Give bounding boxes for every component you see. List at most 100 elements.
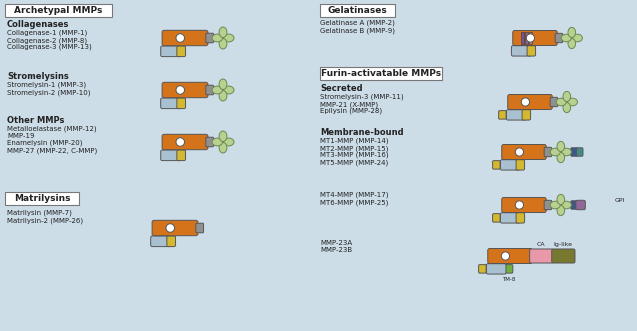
- Text: TM-8: TM-8: [502, 277, 515, 282]
- Circle shape: [515, 148, 524, 156]
- Ellipse shape: [561, 201, 571, 209]
- Circle shape: [501, 252, 510, 260]
- FancyBboxPatch shape: [502, 144, 547, 160]
- FancyBboxPatch shape: [501, 160, 520, 170]
- Ellipse shape: [212, 138, 222, 146]
- Ellipse shape: [557, 153, 564, 163]
- Ellipse shape: [219, 38, 227, 49]
- Text: Other MMPs: Other MMPs: [7, 116, 64, 125]
- Ellipse shape: [550, 201, 561, 209]
- FancyBboxPatch shape: [499, 111, 506, 119]
- Bar: [5, 192, 79, 205]
- Bar: [521, 32, 524, 43]
- FancyBboxPatch shape: [478, 265, 486, 273]
- Ellipse shape: [568, 98, 577, 106]
- FancyBboxPatch shape: [576, 148, 583, 156]
- Ellipse shape: [224, 34, 234, 42]
- FancyBboxPatch shape: [492, 213, 500, 222]
- Text: Stromelysins: Stromelysins: [7, 72, 69, 81]
- Ellipse shape: [219, 143, 227, 153]
- FancyBboxPatch shape: [527, 46, 536, 56]
- FancyBboxPatch shape: [555, 33, 562, 43]
- Text: MT2-MMP (MMP-15): MT2-MMP (MMP-15): [320, 145, 389, 152]
- Text: Collagenase-2 (MMP-8): Collagenase-2 (MMP-8): [7, 37, 87, 43]
- Ellipse shape: [561, 148, 571, 156]
- FancyBboxPatch shape: [576, 200, 585, 210]
- Text: Ig-like: Ig-like: [554, 243, 573, 248]
- FancyBboxPatch shape: [167, 236, 176, 247]
- FancyBboxPatch shape: [196, 223, 204, 233]
- FancyBboxPatch shape: [516, 213, 525, 223]
- Text: Metalloelastase (MMP-12): Metalloelastase (MMP-12): [7, 126, 97, 132]
- Text: Matrilysin-2 (MMP-26): Matrilysin-2 (MMP-26): [7, 217, 83, 223]
- Text: Furin-activatable MMPs: Furin-activatable MMPs: [321, 69, 441, 78]
- Text: MT6-MMP (MMP-25): MT6-MMP (MMP-25): [320, 199, 389, 206]
- Ellipse shape: [561, 34, 571, 42]
- Text: Archetypal MMPs: Archetypal MMPs: [14, 6, 103, 15]
- Ellipse shape: [557, 194, 564, 205]
- Circle shape: [521, 98, 529, 106]
- Text: Collagenase-1 (MMP-1): Collagenase-1 (MMP-1): [7, 30, 87, 36]
- Text: Matrilysins: Matrilysins: [14, 194, 70, 203]
- FancyBboxPatch shape: [571, 201, 577, 209]
- FancyBboxPatch shape: [162, 82, 208, 98]
- Ellipse shape: [550, 148, 561, 156]
- Text: CA: CA: [537, 243, 546, 248]
- Ellipse shape: [556, 98, 566, 106]
- Text: Stromelysin-1 (MMP-3): Stromelysin-1 (MMP-3): [7, 82, 86, 88]
- Circle shape: [515, 201, 524, 209]
- Text: MT5-MMP (MMP-24): MT5-MMP (MMP-24): [320, 159, 388, 166]
- Bar: [529, 32, 533, 43]
- Bar: [320, 4, 395, 17]
- Text: Collagenases: Collagenases: [7, 20, 69, 29]
- FancyBboxPatch shape: [488, 249, 533, 263]
- Ellipse shape: [219, 131, 227, 141]
- Ellipse shape: [224, 86, 234, 94]
- Text: Membrane-bound: Membrane-bound: [320, 128, 404, 137]
- Text: MMP-23B: MMP-23B: [320, 247, 352, 253]
- FancyBboxPatch shape: [544, 147, 552, 157]
- FancyBboxPatch shape: [513, 30, 557, 46]
- FancyBboxPatch shape: [161, 150, 181, 161]
- FancyBboxPatch shape: [522, 110, 531, 120]
- Bar: [5, 4, 112, 17]
- Circle shape: [176, 34, 185, 42]
- FancyBboxPatch shape: [177, 98, 185, 109]
- FancyBboxPatch shape: [544, 200, 552, 210]
- Text: MMP-21 (X-MMP): MMP-21 (X-MMP): [320, 101, 378, 108]
- Ellipse shape: [572, 34, 582, 42]
- Text: MMP-23A: MMP-23A: [320, 240, 352, 246]
- Text: Secreted: Secreted: [320, 84, 362, 93]
- FancyBboxPatch shape: [161, 46, 181, 57]
- Text: MMP-19: MMP-19: [7, 133, 34, 139]
- Text: MT4-MMP (MMP-17): MT4-MMP (MMP-17): [320, 192, 389, 199]
- Ellipse shape: [568, 27, 576, 37]
- Text: Gelatinase A (MMP-2): Gelatinase A (MMP-2): [320, 20, 395, 26]
- FancyBboxPatch shape: [487, 264, 506, 274]
- Bar: [526, 32, 528, 43]
- Ellipse shape: [219, 27, 227, 37]
- Text: Stromelysin-2 (MMP-10): Stromelysin-2 (MMP-10): [7, 89, 90, 96]
- Text: Collagenase-3 (MMP-13): Collagenase-3 (MMP-13): [7, 44, 92, 51]
- FancyBboxPatch shape: [529, 249, 553, 263]
- FancyBboxPatch shape: [506, 110, 526, 120]
- Ellipse shape: [212, 34, 222, 42]
- FancyBboxPatch shape: [508, 94, 552, 110]
- FancyBboxPatch shape: [502, 198, 547, 213]
- Circle shape: [526, 34, 534, 42]
- Ellipse shape: [563, 91, 571, 102]
- FancyBboxPatch shape: [206, 33, 213, 43]
- FancyBboxPatch shape: [512, 46, 531, 56]
- FancyBboxPatch shape: [516, 160, 525, 170]
- FancyBboxPatch shape: [152, 220, 198, 236]
- FancyBboxPatch shape: [151, 236, 171, 247]
- FancyBboxPatch shape: [552, 249, 575, 263]
- Ellipse shape: [563, 103, 571, 113]
- Ellipse shape: [224, 138, 234, 146]
- Ellipse shape: [219, 90, 227, 101]
- Text: MMP-27 (MMP-22, C-MMP): MMP-27 (MMP-22, C-MMP): [7, 147, 97, 154]
- FancyBboxPatch shape: [177, 150, 185, 161]
- Circle shape: [166, 224, 175, 232]
- Text: Enamelysin (MMP-20): Enamelysin (MMP-20): [7, 140, 83, 147]
- Text: GPI: GPI: [615, 198, 626, 203]
